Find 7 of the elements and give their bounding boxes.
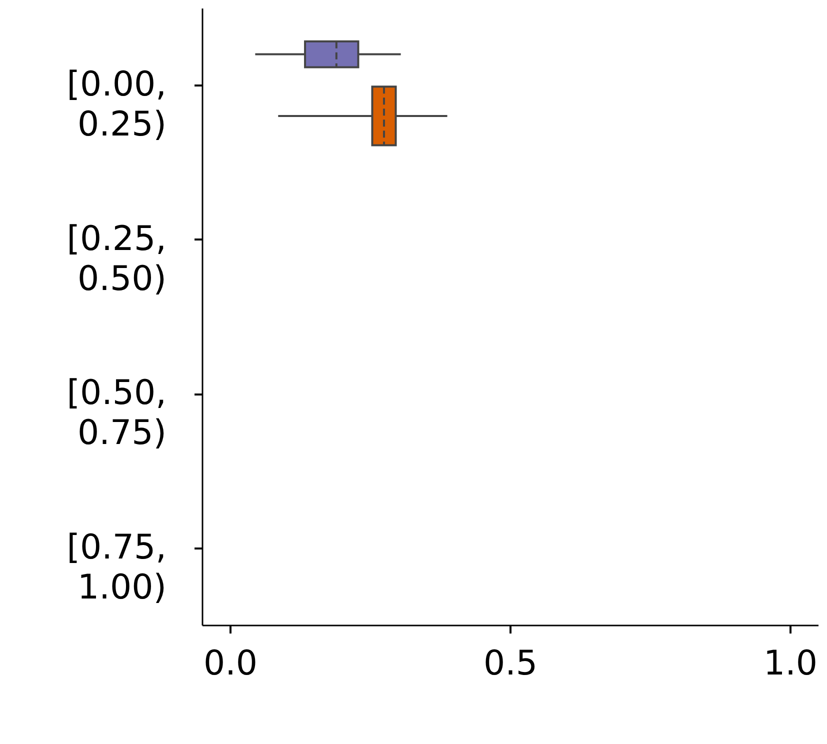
x-tick-label: 0.0 xyxy=(203,644,258,684)
y-tick-label: [0.75, 1.00) xyxy=(66,527,166,608)
x-tick-label: 0.5 xyxy=(483,644,538,684)
y-tick-label: [0.25, 0.50) xyxy=(66,218,166,299)
x-tick-label: 1.0 xyxy=(763,644,818,684)
y-tick-label: [0.00, 0.25) xyxy=(66,64,166,145)
y-tick-label: [0.50, 0.75) xyxy=(66,373,166,454)
